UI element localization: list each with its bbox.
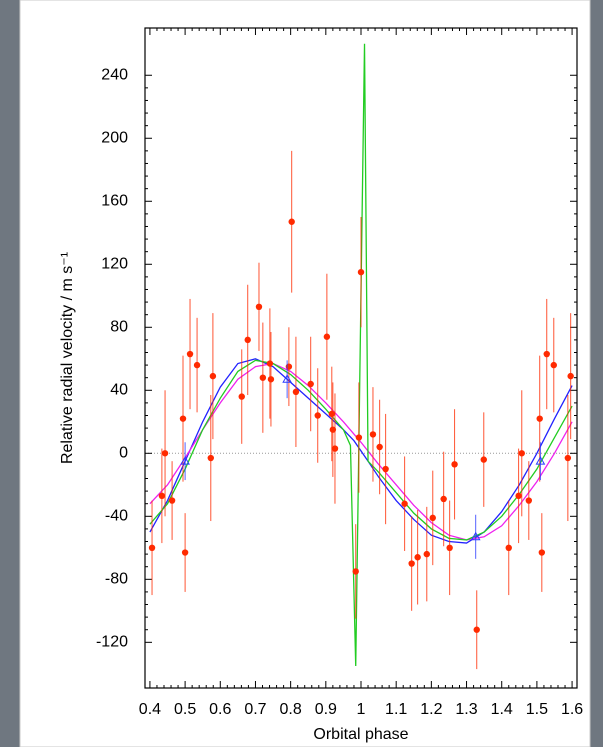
x-tick-label: 1.4 (491, 701, 513, 718)
data-point (518, 450, 525, 457)
data-point (440, 495, 447, 503)
y-tick-label: 0 (119, 445, 128, 462)
data-point (564, 454, 572, 462)
y-axis-title: Relative radial velocity / m s⁻¹ (59, 252, 76, 464)
x-tick-label: 1.2 (420, 701, 442, 718)
data-point (193, 361, 201, 369)
data-point (451, 461, 458, 468)
x-tick-label: 0.4 (139, 701, 161, 718)
data-point (255, 303, 263, 311)
x-tick-label: 0.5 (174, 701, 196, 718)
y-tick-label: -80 (105, 571, 128, 588)
data-point (401, 500, 408, 507)
data-point (328, 410, 336, 418)
y-tick-label: 120 (101, 255, 128, 272)
data-point (352, 568, 359, 575)
y-tick-label: 160 (101, 192, 128, 209)
data-point (207, 454, 214, 462)
data-point (355, 434, 363, 441)
data-point (408, 560, 415, 567)
data-point (161, 450, 169, 457)
data-point (429, 514, 436, 522)
x-axis-title: Orbital phase (313, 726, 408, 743)
x-tick-label: 1.3 (455, 701, 477, 718)
y-tick-label: 240 (101, 66, 128, 83)
x-tick-label: 0.7 (244, 701, 266, 718)
data-point (376, 443, 383, 451)
binned-point (470, 531, 481, 541)
y-tick-label: 200 (101, 129, 128, 146)
data-point (244, 336, 251, 344)
data-point (525, 497, 533, 504)
y-tick-label: 80 (110, 319, 128, 336)
data-point (186, 350, 194, 358)
binned-point (180, 456, 190, 465)
data-point (382, 465, 389, 473)
model-curve (149, 43, 573, 666)
panel (19, 0, 591, 747)
data-point (288, 218, 295, 225)
x-tick-label: 1.6 (561, 701, 583, 718)
data-point (423, 550, 430, 558)
x-tick-label: 0.6 (209, 701, 231, 718)
data-point (307, 380, 314, 388)
data-point (480, 456, 487, 463)
data-point (538, 549, 546, 556)
x-tick-label: 1 (357, 701, 366, 718)
data-point (267, 376, 275, 383)
data-point (550, 361, 557, 369)
x-tick-label: 0.8 (280, 701, 302, 718)
data-point (515, 492, 522, 500)
data-point (168, 497, 176, 504)
data-point (238, 393, 245, 400)
data-point (179, 415, 187, 422)
data-point (473, 626, 480, 633)
data-point (314, 412, 321, 419)
data-point (148, 544, 156, 552)
plot-frame (144, 27, 578, 689)
y-tick-label: 40 (110, 382, 128, 399)
data-point (329, 426, 337, 433)
data-point (446, 544, 453, 552)
data-point (543, 350, 550, 358)
data-point (158, 492, 166, 500)
x-tick-label: 0.9 (315, 701, 337, 718)
binned-point (282, 374, 292, 383)
data-point (259, 374, 267, 381)
data-point (292, 388, 300, 396)
x-tick-label: 1.5 (526, 701, 548, 718)
data-point (505, 544, 512, 552)
data-point (567, 372, 574, 380)
data-point (181, 549, 189, 556)
y-tick-label: -120 (96, 634, 128, 651)
y-tick-label: -40 (105, 508, 128, 525)
data-point (357, 268, 365, 276)
data-point (369, 431, 377, 438)
binned-point (535, 456, 546, 465)
x-tick-label: 1.1 (385, 701, 407, 718)
data-point (414, 554, 421, 561)
data-point (209, 372, 217, 380)
data-point (323, 333, 331, 340)
model-curve (149, 362, 573, 541)
data-point (536, 415, 543, 422)
data-point (331, 445, 339, 452)
data-point (266, 360, 274, 367)
model-curve (149, 358, 573, 544)
